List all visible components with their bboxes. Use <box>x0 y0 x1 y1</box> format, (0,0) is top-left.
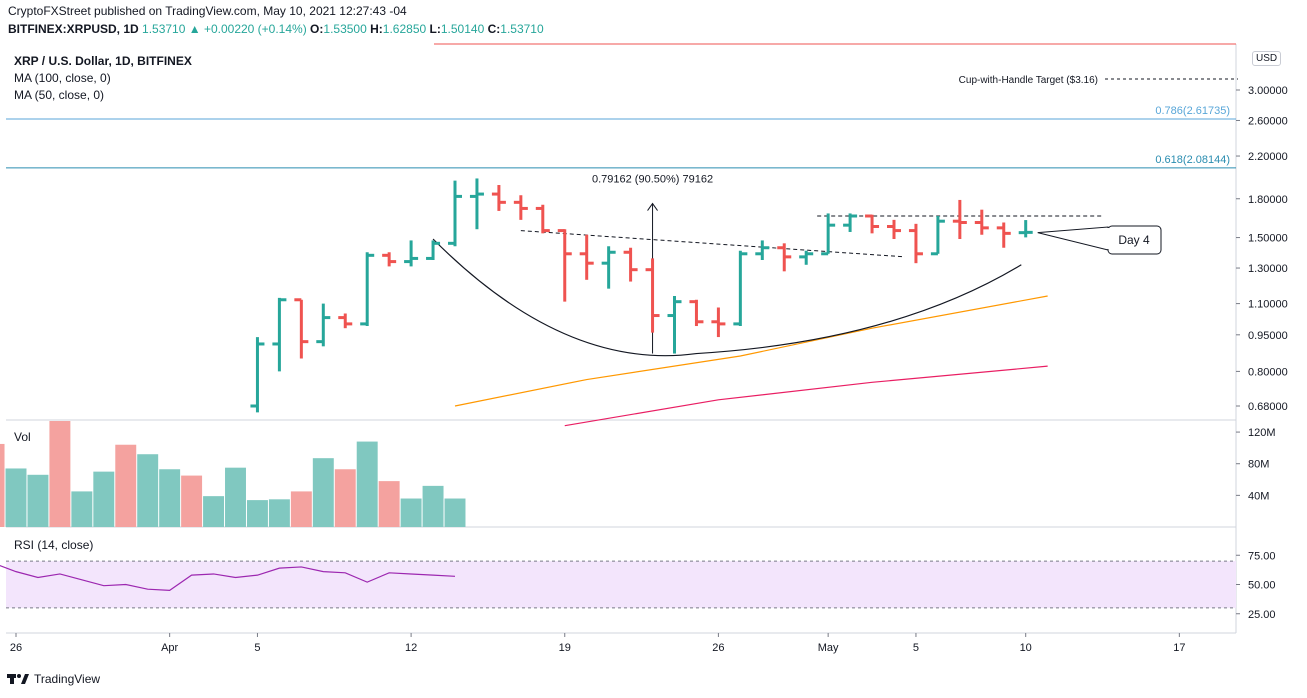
chart-title: XRP / U.S. Dollar, 1D, BITFINEX <box>14 54 192 68</box>
volume-bar <box>203 496 225 527</box>
ma50-line <box>454 295 1048 407</box>
volume-bar <box>27 474 49 527</box>
volume-bar <box>93 471 115 527</box>
fib-level-label: 0.786(2.61735) <box>1155 105 1230 117</box>
volume-bar <box>159 469 181 527</box>
volume-pane-label: Vol <box>14 430 31 444</box>
rsi-tick-label: 25.00 <box>1248 609 1276 621</box>
price-tick-label: 1.30000 <box>1248 263 1288 275</box>
high-label: H: <box>370 22 383 36</box>
x-tick-label: Apr <box>161 642 178 654</box>
x-tick-label: 5 <box>254 642 260 654</box>
price-tick-label: 1.50000 <box>1248 233 1288 245</box>
close-value: 1.53710 <box>500 22 544 36</box>
cup-curve <box>432 238 1022 357</box>
cup-target-label: Cup-with-Handle Target ($3.16) <box>959 75 1098 86</box>
price-change: 1.53710 ▲ +0.00220 (+0.14%) <box>142 22 307 36</box>
symbol-ohlc-line: BITFINEX:XRPUSD, 1D 1.53710 ▲ +0.00220 (… <box>8 22 544 36</box>
symbol: BITFINEX:XRPUSD, 1D <box>8 22 139 36</box>
x-tick-label: 5 <box>913 642 919 654</box>
tradingview-footer[interactable]: TradingView <box>6 672 100 686</box>
price-tick-label: 2.60000 <box>1248 115 1288 127</box>
volume-bar <box>181 475 203 527</box>
price-tick-label: 2.20000 <box>1248 151 1288 163</box>
ma50-legend: MA (50, close, 0) <box>14 88 105 102</box>
ma100-line <box>564 365 1048 427</box>
volume-bar <box>312 458 334 527</box>
volume-bar <box>246 500 268 527</box>
open-label: O: <box>310 22 324 36</box>
fib-level-label: 0.618(2.08144) <box>1155 154 1230 166</box>
volume-bar <box>0 443 5 527</box>
price-tick-label: 0.68000 <box>1248 401 1288 413</box>
volume-bar <box>444 498 466 527</box>
rsi-tick-label: 50.00 <box>1248 580 1276 592</box>
volume-bar <box>378 481 400 527</box>
rsi-pane-label: RSI (14, close) <box>14 538 94 552</box>
volume-bar <box>49 421 71 527</box>
x-tick-26a: 26 <box>10 642 22 654</box>
low-value: 1.50140 <box>440 22 485 36</box>
handle-trendline <box>520 230 906 258</box>
rsi-tick-label: 75.00 <box>1248 550 1276 562</box>
close-label: C: <box>487 22 501 36</box>
price-tick-label: 1.10000 <box>1248 299 1288 311</box>
volume-tick-label: 80M <box>1248 459 1269 471</box>
x-tick-label: 12 <box>405 642 417 654</box>
volume-bar <box>400 498 422 527</box>
price-tick-label: 0.95000 <box>1248 330 1288 342</box>
x-tick-label: May <box>818 642 839 654</box>
volume-bar <box>422 485 444 527</box>
volume-tick-label: 40M <box>1248 490 1269 502</box>
price-tick-label: 0.80000 <box>1248 366 1288 378</box>
price-tick-label: 3.00000 <box>1248 85 1288 97</box>
measure-arrow-head <box>647 202 658 211</box>
tradingview-logo-icon <box>7 674 29 684</box>
volume-bar <box>115 444 137 527</box>
tradingview-brand: TradingView <box>34 672 101 686</box>
ma100-legend: MA (100, close, 0) <box>14 71 111 85</box>
volume-bar <box>334 469 356 527</box>
open-value: 1.53500 <box>323 22 367 36</box>
price-tick-label: 1.80000 <box>1248 194 1288 206</box>
volume-bar <box>137 454 159 527</box>
volume-bar <box>71 491 93 527</box>
volume-bar <box>225 467 246 527</box>
low-label: L: <box>429 22 441 36</box>
volume-bar <box>5 468 27 527</box>
high-value: 1.62850 <box>382 22 427 36</box>
volume-tick-label: 120M <box>1248 427 1276 439</box>
x-tick-label: 17 <box>1173 642 1185 654</box>
x-tick-label: 10 <box>1020 642 1032 654</box>
rsi-line <box>0 565 456 591</box>
volume-bar <box>290 491 312 527</box>
measure-label: 0.79162 (90.50%) 79162 <box>592 174 713 186</box>
volume-bar <box>356 441 378 527</box>
day4-callout-label: Day 4 <box>1118 233 1150 247</box>
x-tick-label: 26 <box>712 642 724 654</box>
publisher-line: CryptoFXStreet published on TradingView.… <box>8 4 407 18</box>
volume-bar <box>268 499 290 527</box>
x-tick-label: 19 <box>559 642 571 654</box>
currency-button[interactable]: USD <box>1252 51 1282 66</box>
rsi-band <box>6 561 1236 608</box>
